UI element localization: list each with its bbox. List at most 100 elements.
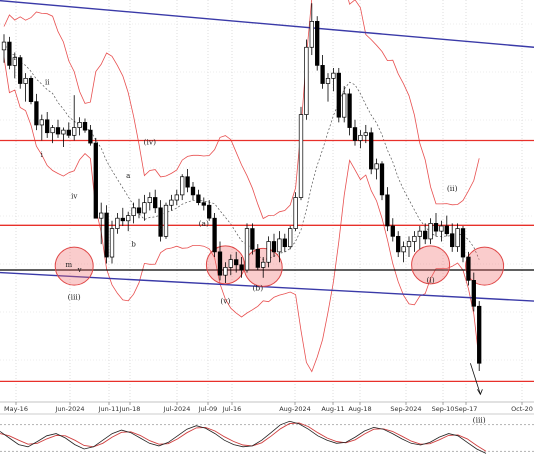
candle: [153, 189, 158, 214]
candle-body: [477, 305, 482, 364]
candle-body: [298, 114, 304, 198]
wave-label: (iii): [473, 415, 486, 424]
candle-body: [153, 197, 158, 209]
candle-body: [450, 233, 455, 248]
candle: [61, 127, 66, 147]
moving-average-line: [3, 41, 480, 260]
x-tick-label: Sep-2024: [390, 405, 421, 413]
candle: [18, 55, 23, 89]
candle: [23, 73, 28, 102]
candle-body: [169, 199, 174, 206]
candle-body: [347, 93, 352, 128]
wave-label: (v): [220, 296, 230, 305]
candle-body: [385, 194, 390, 227]
candle-body: [201, 202, 206, 206]
wave-label: iv: [71, 193, 77, 201]
candle-body: [115, 217, 120, 229]
candle-body: [417, 230, 422, 237]
candle-body: [406, 241, 412, 248]
candle-body: [77, 122, 82, 128]
x-tick-label: Aug-18: [348, 405, 371, 413]
candle: [466, 251, 471, 286]
forecast-arrow-head: [477, 389, 483, 396]
candle: [126, 211, 131, 232]
candle-body: [266, 241, 271, 263]
candle: [396, 231, 401, 258]
candle: [352, 119, 358, 146]
wave-label: i: [14, 54, 17, 62]
candle-body: [444, 225, 449, 235]
candle-body: [288, 228, 293, 248]
candle: [142, 194, 147, 221]
highlight-circle: [54, 246, 94, 286]
candle-body: [66, 129, 71, 136]
wave-label: i: [41, 151, 44, 159]
candle: [244, 223, 250, 273]
wave-label: v: [77, 266, 82, 274]
upper-trendline: [0, 0, 534, 48]
candle: [174, 189, 179, 206]
candle: [401, 241, 406, 263]
candle: [163, 202, 169, 239]
candle-body: [39, 119, 44, 126]
candle-body: [433, 223, 439, 232]
candle: [460, 225, 466, 263]
candle-body: [1, 41, 7, 51]
candle-body: [455, 228, 460, 248]
candle-body: [109, 228, 115, 258]
candle: [45, 112, 50, 138]
candle: [147, 192, 152, 211]
oscillator-signal-line: [0, 422, 487, 452]
candle: [212, 213, 217, 258]
candle-body: [88, 129, 93, 144]
wave-labels: iiiiivmv(iii)ab(iv)c(a)(v)(b)(c)(iii)(i)…: [14, 54, 486, 425]
candle-body: [23, 77, 28, 84]
candle-body: [320, 65, 325, 84]
wave-label: c: [159, 224, 163, 232]
candle: [207, 200, 212, 221]
forecast-arrow: [470, 363, 483, 396]
candle: [288, 225, 293, 250]
candle: [412, 231, 417, 252]
candle: [158, 200, 163, 242]
candle: [104, 205, 109, 264]
candle-body: [255, 248, 260, 268]
x-tick-label: Oct-20: [511, 405, 533, 413]
candle-body: [379, 163, 385, 196]
candle-body: [223, 267, 228, 276]
candle: [217, 241, 223, 281]
candle-body: [293, 197, 298, 229]
x-axis: May-16 Jun-2024 Jun-11 Jun-18 Jul-2024 Jul-09…: [0, 401, 534, 413]
candle: [239, 257, 244, 278]
candle-body: [174, 194, 179, 201]
candle: [82, 118, 88, 133]
candle-body: [401, 246, 406, 253]
forecast-arrow-line: [470, 363, 481, 395]
candle-body: [239, 264, 244, 271]
candle: [347, 88, 352, 136]
candle-body: [45, 119, 50, 134]
candle: [439, 220, 444, 242]
candle-body: [358, 134, 363, 141]
candle: [309, 3, 314, 56]
bollinger-bands: [3, 0, 480, 373]
candle: [315, 16, 320, 71]
candle: [277, 231, 282, 263]
candle: [444, 215, 449, 237]
candle: [201, 197, 206, 211]
candle: [88, 124, 93, 146]
candle-body: [471, 280, 476, 307]
candle: [374, 158, 379, 180]
candle: [385, 187, 390, 232]
candle-body: [244, 228, 250, 271]
candle: [180, 174, 185, 201]
candle: [1, 34, 7, 63]
candle-body: [460, 228, 466, 258]
candle-body: [120, 217, 125, 222]
candle: [358, 130, 363, 149]
candle: [455, 223, 460, 252]
x-tick-label: Aug-11: [321, 405, 344, 413]
candle: [185, 168, 190, 193]
